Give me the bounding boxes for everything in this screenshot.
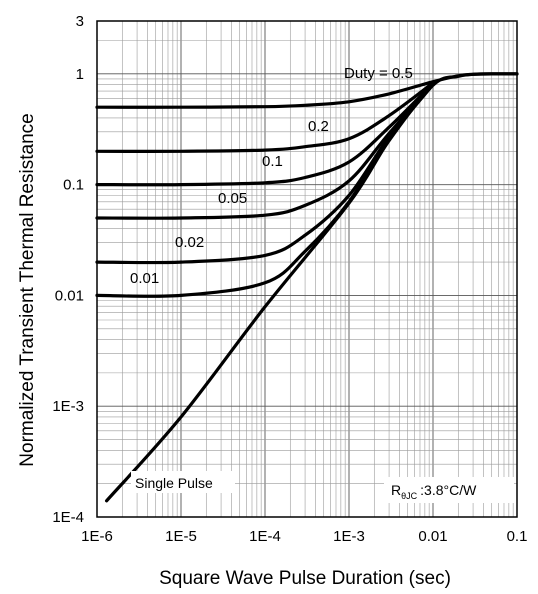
y-tick-label: 0.01: [55, 287, 84, 304]
rthjc-value: :3.8°C/W: [420, 482, 477, 498]
x-tick-label: 0.01: [418, 528, 447, 545]
x-axis-tick-labels: 1E-6 1E-5 1E-4 1E-3 0.01 0.1: [81, 528, 527, 545]
plot-area-border: [96, 20, 518, 518]
x-tick-label: 1E-3: [333, 528, 365, 545]
y-tick-label: 1E-4: [52, 509, 84, 526]
y-axis-tick-labels: 1E-4 1E-3 0.01 0.1 1 3: [52, 13, 84, 526]
series-lines: [95, 72, 519, 503]
duty-0.05-label: 0.05: [218, 190, 247, 207]
series-line-0.2: [95, 81, 435, 153]
x-axis-label: Square Wave Pulse Duration (sec): [159, 568, 451, 589]
y-tick-label: 0.1: [63, 177, 84, 194]
single-pulse-box: Single Pulse: [131, 471, 235, 493]
duty-0.01-label: 0.01: [130, 270, 159, 287]
single-pulse-label: Single Pulse: [135, 475, 213, 491]
thermal-resistance-box: RθJC:3.8°C/W: [384, 477, 514, 503]
y-tick-label: 3: [76, 13, 84, 30]
duty-0.1-label: 0.1: [262, 153, 283, 170]
y-tick-label: 1: [76, 66, 84, 83]
rthjc-subscript: θJC: [401, 491, 418, 501]
x-tick-label: 0.1: [507, 528, 528, 545]
series-line-single-pulse: [105, 72, 519, 503]
y-axis-label: Normalized Transient Thermal Resistance: [17, 113, 38, 466]
series-line-0.05: [95, 82, 435, 220]
rthjc-annotation: RθJC:3.8°C/W: [391, 482, 477, 501]
y-tick-label: 1E-3: [52, 398, 84, 415]
duty-0.2-label: 0.2: [308, 118, 329, 135]
series-labels: Duty = 0.5 0.2 0.1 0.05 0.02 0.01: [130, 65, 413, 287]
rthjc-symbol: R: [391, 482, 401, 498]
x-tick-label: 1E-4: [249, 528, 281, 545]
x-tick-label: 1E-6: [81, 528, 113, 545]
duty-0.5-label: Duty = 0.5: [344, 65, 413, 82]
series-line-0.1: [95, 81, 435, 187]
x-tick-label: 1E-5: [165, 528, 197, 545]
duty-0.02-label: 0.02: [175, 234, 204, 251]
